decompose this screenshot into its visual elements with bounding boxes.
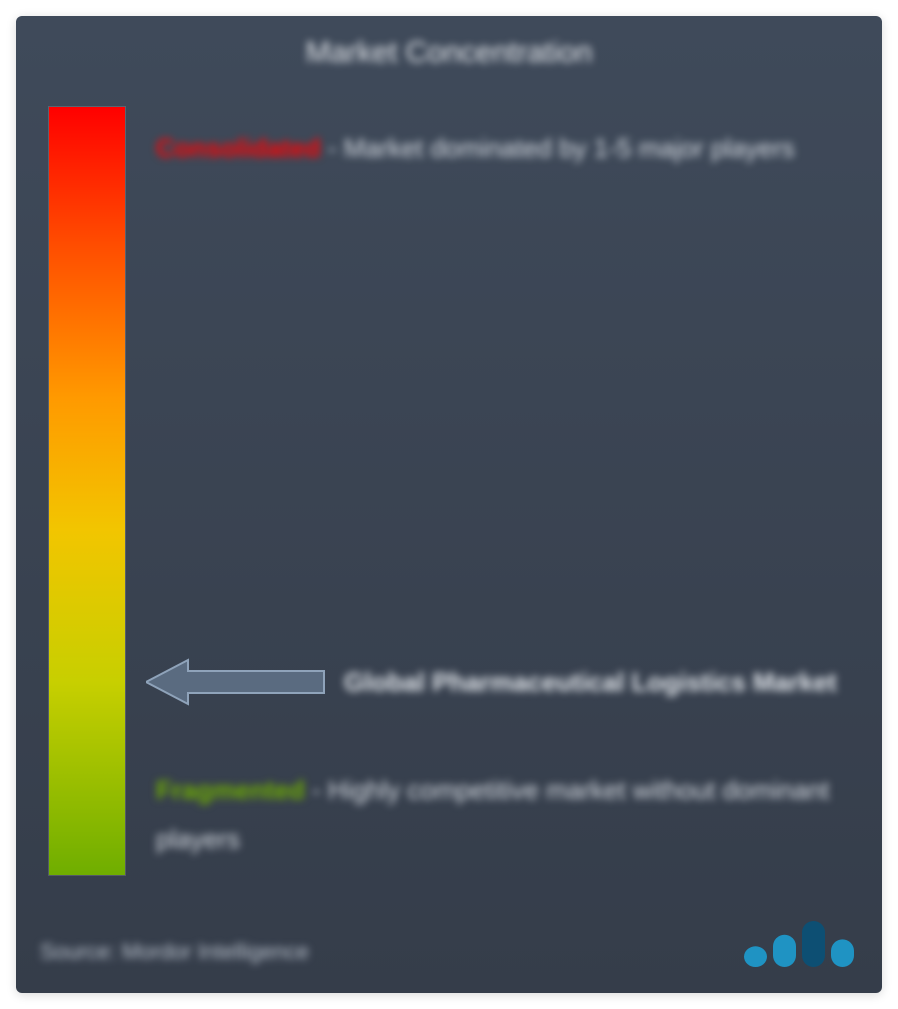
consolidated-keyword: Consolidated xyxy=(156,133,321,163)
chart-title: Market Concentration xyxy=(16,36,882,70)
marker-label: Global Pharmaceutical Logistics Market xyxy=(344,663,837,702)
consolidated-text: - Market dominated by 1-5 major players xyxy=(321,133,795,163)
marker-arrow-icon xyxy=(146,656,326,708)
source-text: Source: Mordor Intelligence xyxy=(40,939,309,965)
concentration-gradient-bar xyxy=(48,106,126,876)
brand-logo xyxy=(744,911,854,971)
infographic-card: Market Concentration Consolidated - Mark… xyxy=(16,16,882,993)
market-marker-row: Global Pharmaceutical Logistics Market xyxy=(146,656,856,708)
fragmented-keyword: Fragmented xyxy=(156,775,305,805)
fragmented-annotation: Fragmented - Highly competitive market w… xyxy=(156,766,856,865)
consolidated-annotation: Consolidated - Market dominated by 1-5 m… xyxy=(156,124,846,173)
